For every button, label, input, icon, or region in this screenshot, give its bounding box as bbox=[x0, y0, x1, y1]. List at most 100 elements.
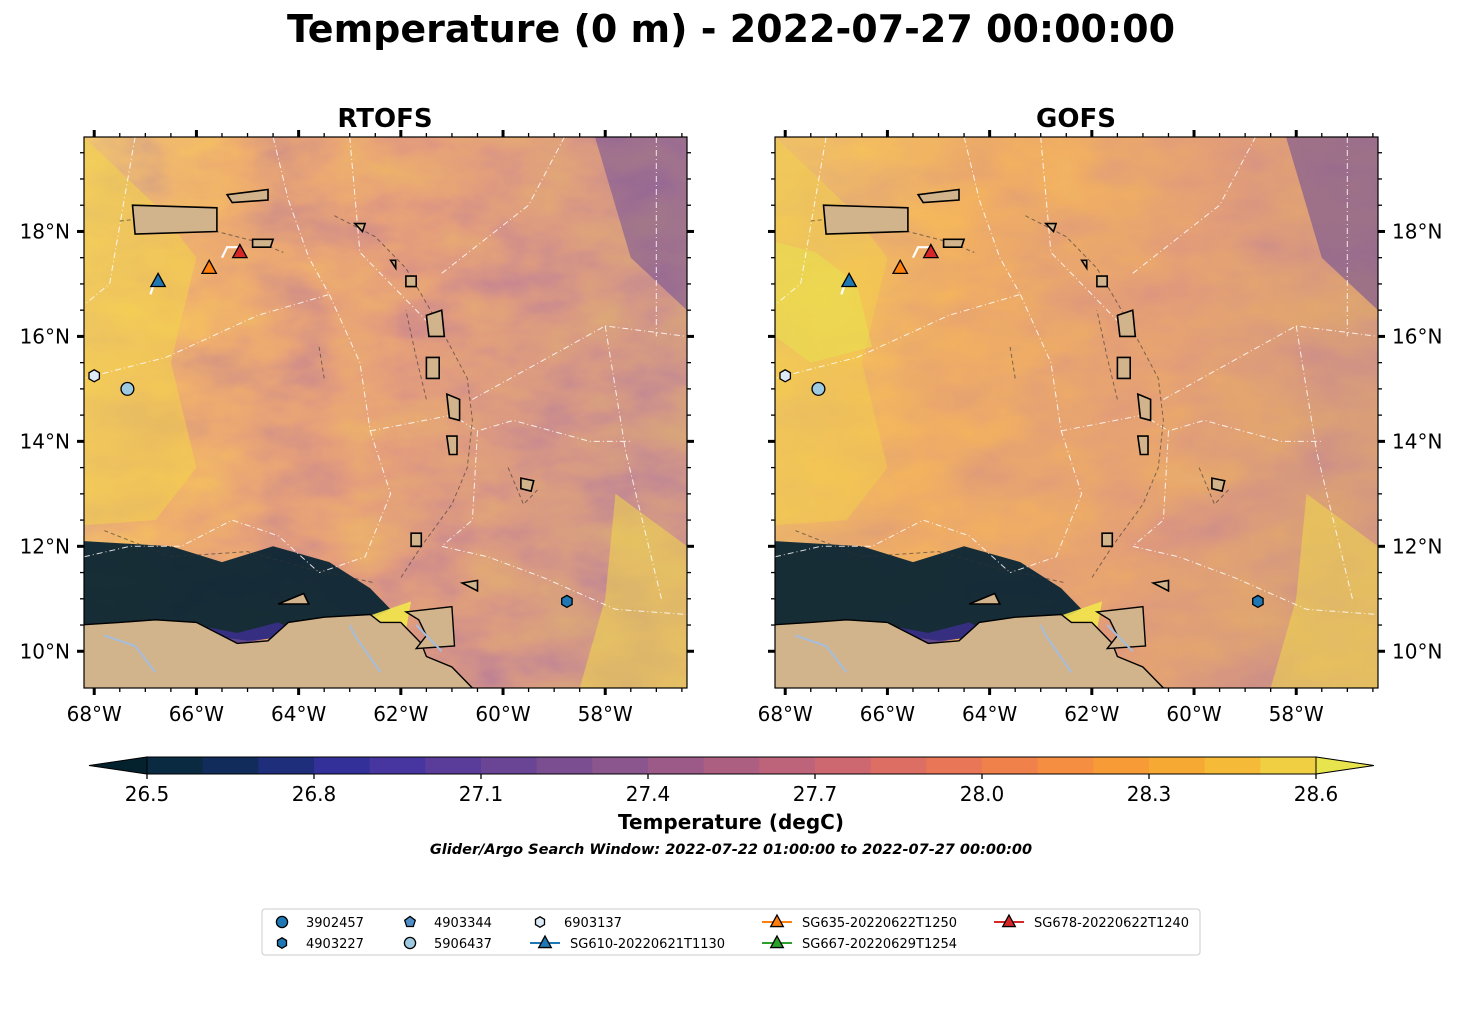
legend-marker bbox=[275, 915, 289, 929]
colorbar-segment bbox=[815, 757, 872, 774]
cold-upwelling-region bbox=[775, 541, 1082, 641]
eez-boundary bbox=[370, 414, 631, 442]
land-island bbox=[916, 188, 960, 204]
cool-ne-region bbox=[1286, 137, 1378, 311]
eez-boundary bbox=[1295, 325, 1353, 599]
map-frame-gofs bbox=[774, 136, 1379, 689]
legend-marker bbox=[276, 937, 288, 950]
lon-tick-label: 64°W bbox=[962, 702, 1017, 726]
lat-tick-label: 14°N bbox=[1392, 429, 1442, 453]
marker-SG610-20220621T1130 bbox=[840, 271, 858, 288]
colorbar-segment bbox=[258, 757, 315, 774]
panel-title-gofs: GOFS bbox=[1036, 104, 1116, 134]
colorbar-extend-low bbox=[88, 756, 148, 775]
map-panel-gofs: GOFS 68°W 66°W 64°W 62°W 60°W 58°W 10°N 12°N 14°… bbox=[758, 104, 1443, 726]
colorbar-segment bbox=[1204, 757, 1261, 774]
lat-tick-label: 10°N bbox=[1392, 639, 1442, 663]
land-island bbox=[1136, 435, 1149, 456]
land-trinidad bbox=[1094, 605, 1147, 650]
land-island bbox=[277, 592, 311, 605]
eez-boundary bbox=[775, 137, 1022, 379]
land-trinidad bbox=[403, 605, 456, 650]
colorbar-tick-label: 27.1 bbox=[459, 782, 504, 806]
eez-boundary bbox=[1131, 430, 1378, 615]
marker-SG610-20220621T1130 bbox=[149, 271, 167, 288]
land-island bbox=[942, 238, 966, 248]
colorbar-segment bbox=[1149, 757, 1206, 774]
legend-marker bbox=[534, 916, 546, 929]
warm-se-region bbox=[1270, 493, 1378, 688]
cold-upwelling-region bbox=[84, 541, 391, 641]
colorbar-segment bbox=[202, 757, 259, 774]
colorbar-segment bbox=[536, 757, 593, 774]
legend-label: 5906437 bbox=[434, 937, 492, 952]
marker-4903227 bbox=[1252, 594, 1264, 609]
eez-boundary bbox=[775, 137, 827, 306]
colorbar-frame bbox=[146, 756, 1317, 775]
eez-boundary bbox=[1061, 414, 1322, 442]
glider-track bbox=[912, 246, 931, 259]
colorbar-tick-label: 28.6 bbox=[1294, 782, 1339, 806]
land-island bbox=[1116, 309, 1137, 338]
marker-SG635-20220622T1250 bbox=[891, 258, 909, 275]
land-island bbox=[1136, 392, 1152, 422]
colorbar: 26.5 26.8 27.1 27.4 27.7 28.0 28.3 28.6 bbox=[88, 756, 1375, 806]
lat-tick-label: 12°N bbox=[1392, 534, 1442, 558]
lon-tick-label: 58°W bbox=[578, 702, 633, 726]
land-island bbox=[389, 259, 397, 271]
legend-label: SG635-20220622T1250 bbox=[802, 916, 957, 931]
warm-water-region bbox=[84, 137, 197, 526]
land-island bbox=[405, 275, 417, 288]
map-frame-rtofs bbox=[83, 136, 688, 689]
legend-marker bbox=[769, 934, 785, 949]
land-island bbox=[459, 579, 479, 593]
map-panel-rtofs: RTOFS 68°W 66°W 64°W 62°W 60°W 58°W 10°N 12°N 14… bbox=[20, 104, 694, 726]
marker-4903227 bbox=[561, 594, 573, 609]
land-island bbox=[352, 222, 367, 234]
depth-contour bbox=[1009, 346, 1016, 379]
colorbar-segment bbox=[870, 757, 927, 774]
legend-label: 4903227 bbox=[306, 937, 364, 952]
depth-contour bbox=[104, 530, 376, 584]
land-island bbox=[968, 592, 1002, 605]
legend-marker bbox=[1001, 913, 1017, 928]
eez-boundary bbox=[1132, 137, 1256, 274]
eez-boundary bbox=[84, 137, 136, 306]
depth-contour bbox=[318, 346, 325, 379]
land-island bbox=[520, 477, 535, 493]
lon-tick-label: 58°W bbox=[1269, 702, 1324, 726]
legend-label: 6903137 bbox=[564, 916, 622, 931]
marker-SG678-20220622T1240 bbox=[922, 243, 940, 259]
marker-SG635-20220622T1250 bbox=[200, 258, 218, 275]
legend-label: SG610-20220621T1130 bbox=[570, 937, 725, 952]
land-island bbox=[410, 532, 423, 548]
river bbox=[795, 634, 848, 673]
sst-field-gofs bbox=[775, 137, 1378, 688]
lon-tick-label: 62°W bbox=[373, 702, 428, 726]
colorbar-extend-high bbox=[1315, 756, 1375, 775]
cool-ne-region bbox=[595, 137, 687, 311]
lon-tick-label: 64°W bbox=[271, 702, 326, 726]
land-island bbox=[251, 238, 275, 248]
depth-contour bbox=[795, 530, 1067, 584]
eez-boundary bbox=[1009, 294, 1083, 574]
colorbar-segment bbox=[314, 757, 371, 774]
river bbox=[104, 634, 157, 673]
eez-boundary bbox=[84, 519, 320, 573]
eez-boundary bbox=[604, 325, 662, 599]
panel-title-rtofs: RTOFS bbox=[337, 104, 432, 134]
colorbar-segment bbox=[147, 757, 204, 774]
colorbar-segment bbox=[982, 757, 1039, 774]
legend-marker bbox=[769, 913, 785, 928]
land-south-america bbox=[775, 613, 1174, 688]
land-island bbox=[445, 392, 461, 422]
marker-5906437 bbox=[811, 381, 826, 396]
river bbox=[348, 624, 382, 673]
lat-tick-label: 12°N bbox=[20, 534, 70, 558]
land-puerto-rico bbox=[131, 204, 218, 235]
colorbar-segment bbox=[1260, 757, 1317, 774]
legend-label: SG678-20220622T1240 bbox=[1034, 916, 1189, 931]
land-island bbox=[1150, 579, 1170, 593]
marker-5906437 bbox=[120, 381, 135, 396]
colorbar-segment bbox=[481, 757, 538, 774]
